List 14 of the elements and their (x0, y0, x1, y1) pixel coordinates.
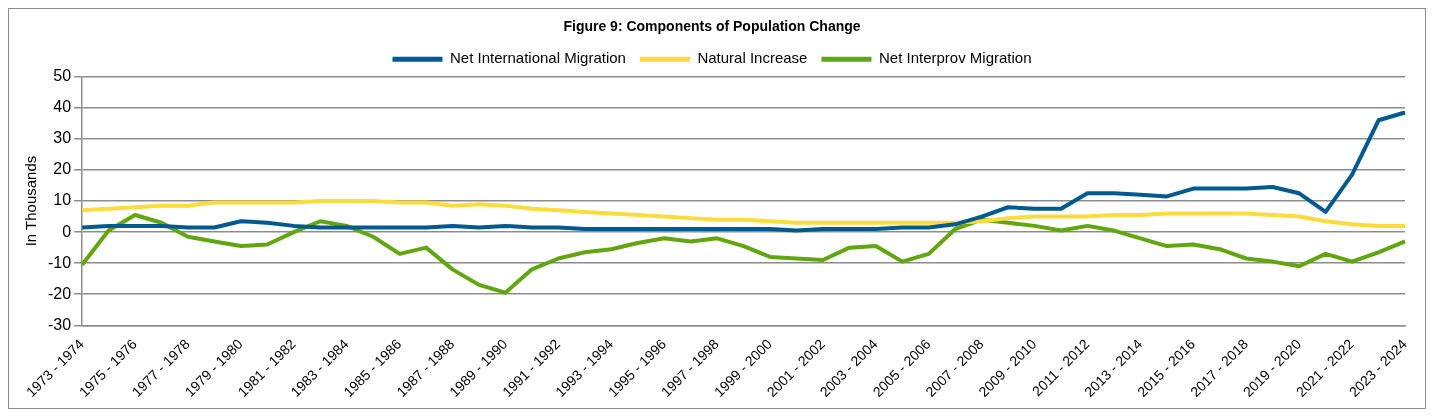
y-tick-label: 10 (53, 191, 72, 209)
y-axis-title: In Thousands (22, 155, 40, 247)
y-tick-label: 50 (53, 67, 72, 85)
y-tick-label: 0 (62, 222, 72, 240)
y-tick-label: 40 (53, 98, 72, 116)
y-tick-label: 20 (53, 160, 72, 178)
y-tick-label: -10 (48, 253, 72, 271)
y-tick-label: -30 (48, 315, 72, 333)
y-tick-label: 30 (53, 129, 72, 147)
y-tick-label: -20 (48, 284, 72, 302)
legend-label: Net Interprov Migration (878, 49, 1032, 67)
chart-title: Figure 9: Components of Population Change (563, 18, 861, 35)
legend-label: Net International Migration (449, 49, 626, 67)
legend-label: Natural Increase (697, 49, 808, 67)
